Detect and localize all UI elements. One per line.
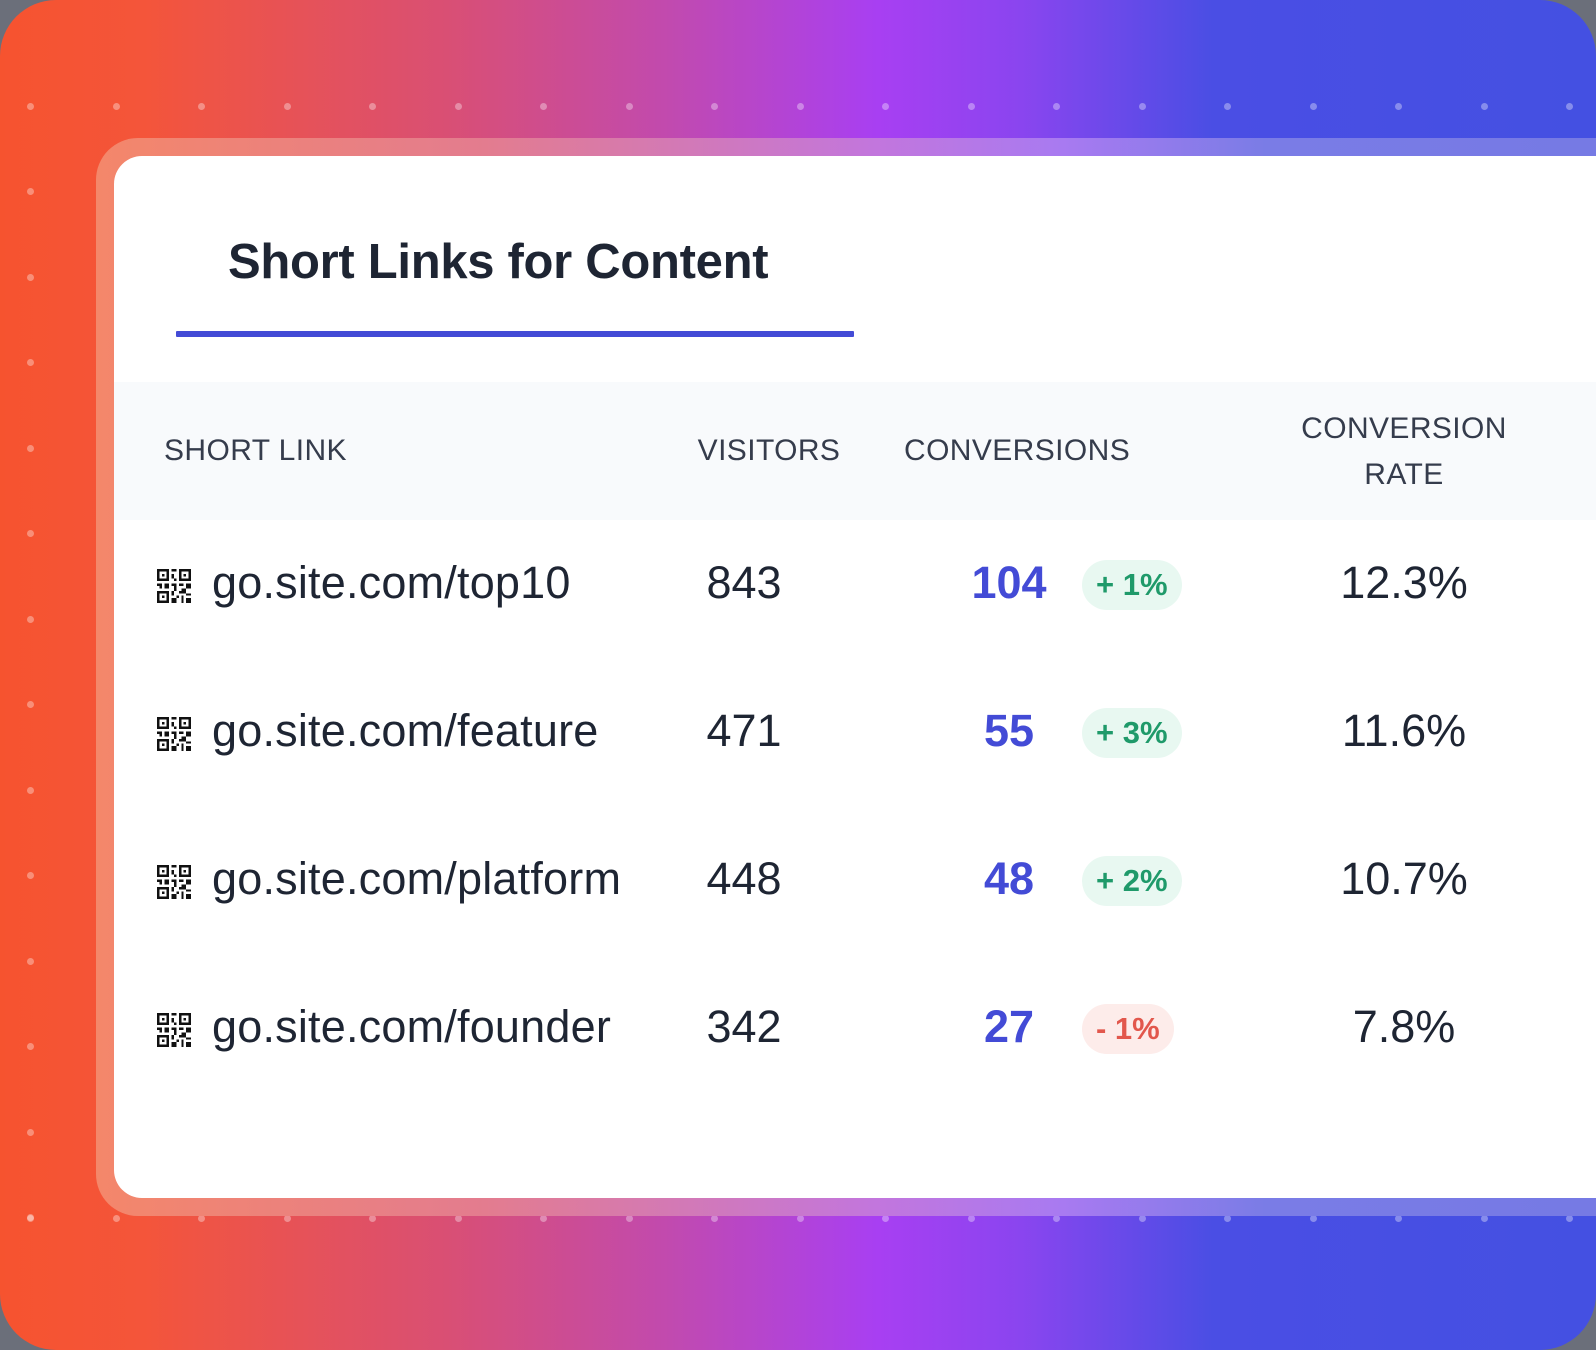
decor-dot <box>1480 1215 1488 1222</box>
decor-dot <box>1224 103 1231 110</box>
decor-dot <box>27 273 34 281</box>
decor-dot <box>369 1215 376 1222</box>
conversion-change-badge: + 2% <box>1082 856 1182 906</box>
qr-code-icon[interactable] <box>157 569 191 603</box>
short-links-card: Short Links for Content SHORT LINK VISIT… <box>114 156 1596 1198</box>
decor-dot <box>198 1215 205 1222</box>
column-header-conversion-rate-line1: CONVERSION <box>1301 412 1507 445</box>
conversion-change-badge: + 1% <box>1082 560 1182 610</box>
decor-dot <box>1566 1215 1573 1222</box>
decor-dot <box>1053 103 1060 110</box>
decor-dot <box>27 359 34 366</box>
decor-dot <box>27 444 34 452</box>
decor-dot <box>27 1043 34 1050</box>
decor-dot <box>1309 103 1317 110</box>
decor-dot <box>454 103 462 110</box>
conversion-change-badge: - 1% <box>1082 1004 1174 1054</box>
qr-code-icon[interactable] <box>157 865 191 899</box>
visitors-count: 342 <box>706 1001 782 1052</box>
decor-dot <box>27 1128 34 1136</box>
decor-dot <box>967 103 975 110</box>
decor-dot <box>27 188 34 195</box>
decor-dot <box>882 1215 889 1222</box>
decor-dot <box>27 1214 34 1221</box>
decor-dot <box>1138 103 1146 110</box>
decor-dot <box>540 103 547 110</box>
visitors-count: 448 <box>706 853 782 904</box>
short-link-url[interactable]: go.site.com/feature <box>212 705 599 756</box>
short-link-url[interactable]: go.site.com/top10 <box>212 557 571 608</box>
title-active-underline <box>176 331 854 337</box>
conversions-count: 27 <box>983 1001 1035 1052</box>
decor-dot <box>27 615 34 623</box>
conversion-rate: 10.7% <box>1340 853 1468 904</box>
decor-dot <box>1566 103 1573 110</box>
decor-dot <box>796 103 804 110</box>
column-header-visitors[interactable]: VISITORS <box>697 434 841 467</box>
short-link-url[interactable]: go.site.com/platform <box>212 853 622 904</box>
column-header-conversion-rate[interactable]: CONVERSION RATE <box>1284 406 1524 498</box>
decor-dot <box>540 1215 547 1222</box>
visitors-count: 843 <box>706 557 782 608</box>
table-row[interactable]: go.site.com/founder 342 27 - 1% 7.8% <box>114 971 1596 1091</box>
short-link-url[interactable]: go.site.com/founder <box>212 1001 612 1052</box>
column-header-conversion-rate-line2: RATE <box>1364 458 1444 491</box>
card-title: Short Links for Content <box>228 235 769 289</box>
decor-dot <box>369 103 376 110</box>
decor-dot <box>967 1215 975 1222</box>
decor-dot <box>27 957 34 965</box>
decor-dot <box>27 530 34 537</box>
decor-dot <box>27 701 34 708</box>
conversions-count: 55 <box>983 705 1035 756</box>
table-header: SHORT LINK VISITORS CONVERSIONS CONVERSI… <box>114 382 1596 520</box>
decor-dot <box>27 1215 34 1222</box>
decor-dot <box>112 1215 120 1222</box>
table-row[interactable]: go.site.com/top10 843 104 + 1% 12.3% <box>114 527 1596 647</box>
decor-dot <box>27 872 34 879</box>
qr-code-icon[interactable] <box>157 717 191 751</box>
table-row[interactable]: go.site.com/feature 471 55 + 3% 11.6% <box>114 675 1596 795</box>
decor-dot <box>1395 103 1402 110</box>
decor-dot <box>27 103 34 110</box>
decor-dot <box>112 103 120 110</box>
conversion-rate: 12.3% <box>1340 557 1468 608</box>
conversion-rate: 7.8% <box>1352 1001 1456 1052</box>
decor-dot <box>711 103 718 110</box>
conversion-change-badge: + 3% <box>1082 708 1182 758</box>
decor-dot <box>454 1215 462 1222</box>
decor-dot <box>1309 1215 1317 1222</box>
decor-dot <box>1224 1215 1231 1222</box>
decor-dot <box>625 103 633 110</box>
conversions-count: 104 <box>971 557 1047 608</box>
visitors-count: 471 <box>706 705 782 756</box>
decor-dot <box>1395 1215 1402 1222</box>
decor-dot <box>1138 1215 1146 1222</box>
decor-dot <box>283 1215 291 1222</box>
decor-dot <box>882 103 889 110</box>
decor-dot <box>711 1215 718 1222</box>
table-row[interactable]: go.site.com/platform 448 48 + 2% 10.7% <box>114 823 1596 943</box>
decor-dot <box>1053 1215 1060 1222</box>
decor-dot <box>198 103 205 110</box>
decor-dot <box>625 1215 633 1222</box>
column-header-conversions[interactable]: CONVERSIONS <box>904 434 1131 467</box>
decor-dot <box>796 1215 804 1222</box>
conversion-rate: 11.6% <box>1341 705 1467 756</box>
qr-code-icon[interactable] <box>157 1013 191 1047</box>
decor-dot <box>27 786 34 794</box>
decor-dot <box>283 103 291 110</box>
column-header-short-link[interactable]: SHORT LINK <box>164 434 347 467</box>
decor-dot <box>1480 103 1488 110</box>
conversions-count: 48 <box>983 853 1035 904</box>
